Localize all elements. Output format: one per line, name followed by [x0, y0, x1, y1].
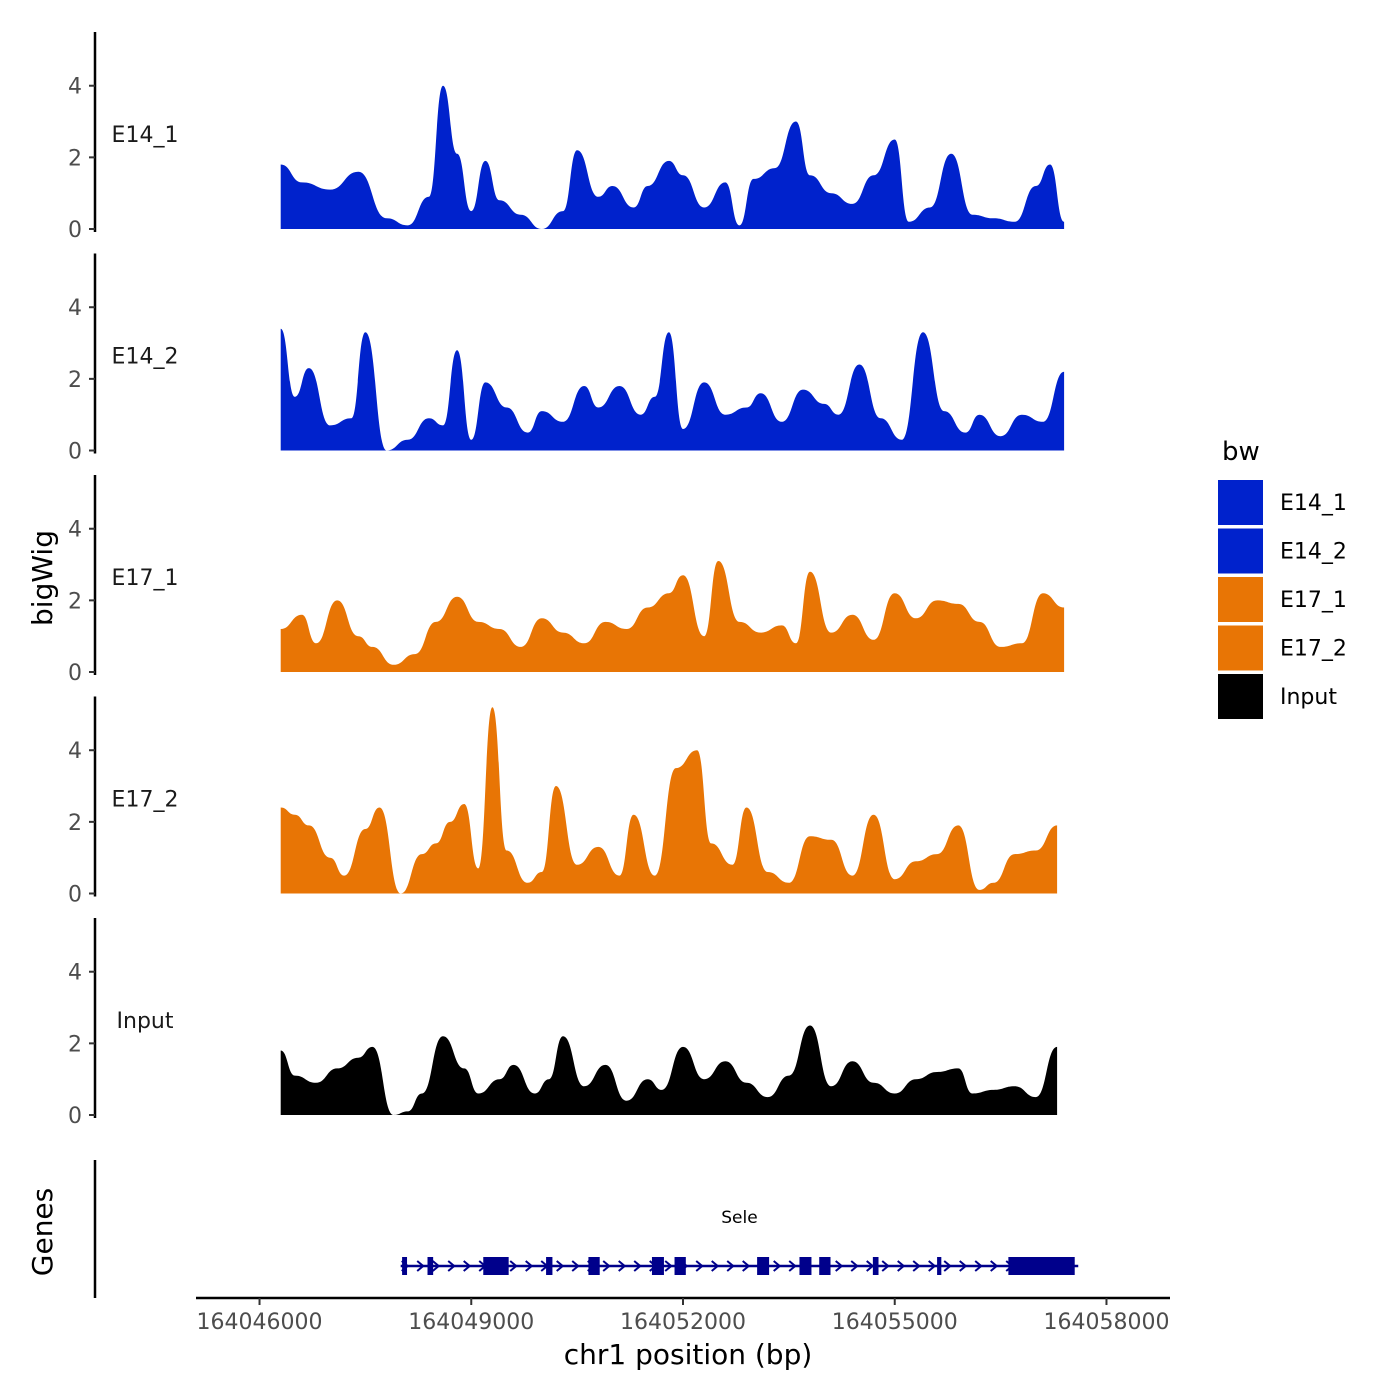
y-tick-label: 2	[68, 811, 82, 836]
exon	[483, 1257, 509, 1275]
track-Input: 0 2 4 Input	[68, 918, 1058, 1129]
exon	[799, 1257, 812, 1275]
strand-arrow	[432, 1260, 441, 1272]
strand-arrow	[618, 1260, 627, 1272]
coverage-area-E14_1	[280, 85, 1065, 229]
exon	[937, 1257, 942, 1275]
y-axis-title: bigWig	[26, 530, 59, 626]
strand-arrow	[742, 1260, 751, 1272]
track-E17_1: 0 2 4 E17_1	[68, 475, 1065, 686]
strand-arrow	[711, 1260, 720, 1272]
exon	[588, 1257, 600, 1275]
strand-arrow	[602, 1260, 611, 1272]
coverage-tracks: 0 2 4 E14_1 0 2 4 E14_2 0 2 4 E17_1 0 2 4 E17_2 0 2 4 Input	[68, 32, 1065, 1129]
track-E17_2: 0 2 4 E17_2	[68, 696, 1058, 908]
gene-name-label: Sele	[721, 1208, 757, 1228]
legend-swatch-E17_1	[1218, 577, 1263, 622]
legend-label-E17_2: E17_2	[1280, 637, 1347, 662]
y-tick-label: 0	[68, 1104, 82, 1129]
legend-swatch-E17_2	[1218, 625, 1263, 671]
strand-arrow	[695, 1260, 704, 1272]
legend-swatch-E14_1	[1218, 480, 1263, 525]
exon	[757, 1257, 770, 1275]
strand-arrow	[773, 1260, 782, 1272]
legend: bw E14_1 E14_2 E17_1 E17_2 Input	[1218, 437, 1347, 719]
x-tick-label: 164055000	[832, 1310, 958, 1335]
legend-swatch-E14_2	[1218, 528, 1263, 574]
strand-arrow	[835, 1260, 844, 1272]
y-tick-label: 4	[68, 75, 82, 100]
track-label: E14_2	[112, 345, 179, 370]
track-label: Input	[117, 1009, 174, 1034]
x-tick-label: 164052000	[620, 1310, 746, 1335]
y-tick-label: 0	[68, 883, 82, 908]
strand-arrow	[664, 1260, 673, 1272]
y-tick-label: 2	[68, 146, 82, 171]
y-tick-label: 0	[68, 440, 82, 465]
strand-arrow	[990, 1260, 999, 1272]
x-tick-label: 164046000	[197, 1310, 323, 1335]
track-label: E14_1	[112, 123, 179, 148]
strand-arrow	[928, 1260, 937, 1272]
strand-arrow	[788, 1260, 797, 1272]
y-tick-label: 2	[68, 589, 82, 614]
x-tick-label: 164049000	[408, 1310, 534, 1335]
y-tick-label: 2	[68, 368, 82, 393]
track-E14_1: 0 2 4 E14_1	[68, 32, 1065, 243]
strand-arrow	[850, 1260, 859, 1272]
strand-arrow	[881, 1260, 890, 1272]
exon	[402, 1257, 408, 1275]
strand-arrow	[912, 1260, 921, 1272]
exon	[651, 1257, 664, 1275]
legend-label-E17_1: E17_1	[1280, 588, 1347, 613]
y-tick-label: 2	[68, 1032, 82, 1057]
exon	[819, 1257, 831, 1275]
strand-arrow	[974, 1260, 983, 1272]
x-tick-label: 164058000	[1043, 1310, 1169, 1335]
y-tick-label: 4	[68, 961, 82, 986]
legend-label-E14_2: E14_2	[1280, 540, 1347, 565]
strand-arrow	[571, 1260, 580, 1272]
strand-arrow	[726, 1260, 735, 1272]
track-label: E17_1	[112, 566, 179, 591]
strand-arrow	[866, 1260, 875, 1272]
exon	[427, 1257, 434, 1275]
genes-axis-title: Genes	[26, 1188, 59, 1276]
strand-arrow	[525, 1260, 534, 1272]
coverage-area-E17_2	[280, 707, 1058, 894]
exon	[674, 1257, 686, 1275]
y-tick-label: 0	[68, 661, 82, 686]
y-tick-label: 4	[68, 296, 82, 321]
exon	[1008, 1257, 1075, 1275]
strand-arrow	[959, 1260, 968, 1272]
strand-arrow	[943, 1260, 952, 1272]
exon	[872, 1257, 879, 1275]
legend-label-E14_1: E14_1	[1280, 491, 1347, 516]
x-axis: 164046000 164049000 164052000 164055000 1640…	[196, 1296, 1170, 1335]
x-axis-title: chr1 position (bp)	[564, 1338, 813, 1371]
legend-title: bw	[1222, 437, 1260, 467]
legend-label-Input: Input	[1280, 685, 1337, 710]
y-tick-label: 4	[68, 739, 82, 764]
strand-arrow	[633, 1260, 642, 1272]
track-label: E17_2	[112, 788, 179, 813]
strand-arrow	[556, 1260, 565, 1272]
track-E14_2: 0 2 4 E14_2	[68, 253, 1065, 465]
strand-arrow	[447, 1260, 456, 1272]
coverage-area-E14_2	[280, 328, 1065, 451]
legend-swatch-Input	[1218, 674, 1263, 719]
exon	[546, 1257, 553, 1275]
coverage-area-Input	[280, 1025, 1058, 1115]
strand-arrow	[897, 1260, 906, 1272]
strand-arrow	[509, 1260, 518, 1272]
gene-panel: Sele	[93, 1160, 1079, 1298]
y-tick-label: 0	[68, 218, 82, 243]
y-tick-label: 4	[68, 518, 82, 543]
strand-arrow	[416, 1260, 425, 1272]
coverage-area-E17_1	[280, 561, 1065, 672]
strand-arrow	[463, 1260, 472, 1272]
